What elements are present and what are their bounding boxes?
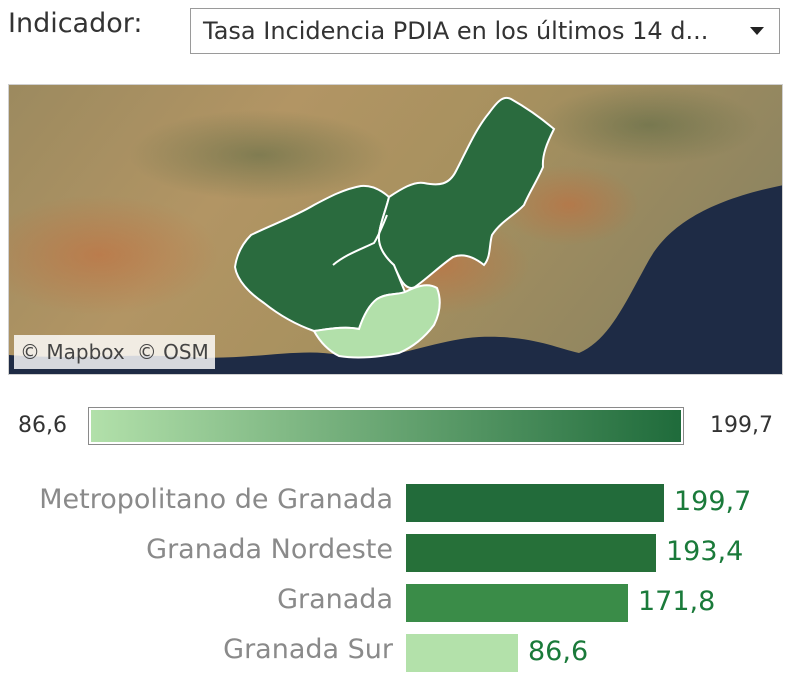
map-view[interactable]: © Mapbox © OSM xyxy=(8,84,783,375)
indicador-selected-value: Tasa Incidencia PDIA en los últimos 14 d… xyxy=(203,17,709,45)
chevron-down-icon[interactable] xyxy=(735,26,779,36)
river-detail xyxy=(332,214,388,266)
bar[interactable] xyxy=(406,584,628,622)
color-legend xyxy=(88,407,684,445)
region-granada-nordeste xyxy=(377,96,556,289)
bar-category-label: Granada Sur xyxy=(223,634,393,665)
bar-value-label: 199,7 xyxy=(674,486,752,517)
bar-value-label: 193,4 xyxy=(666,536,744,567)
legend-max-value: 199,7 xyxy=(710,413,773,438)
color-legend-gradient xyxy=(91,410,681,442)
bar-row[interactable]: Granada Sur 86,6 xyxy=(0,620,789,672)
terrain-patch xyxy=(129,110,389,200)
bar-value-label: 171,8 xyxy=(638,586,716,617)
bar[interactable] xyxy=(406,534,656,572)
bar-value-label: 86,6 xyxy=(528,636,589,667)
map-attribution: © Mapbox © OSM xyxy=(14,335,215,369)
indicador-label: Indicador: xyxy=(8,8,143,39)
bar-row[interactable]: Metropolitano de Granada 199,7 xyxy=(0,470,789,522)
bar-chart: Metropolitano de Granada 199,7 Granada Nor… xyxy=(0,470,789,685)
sea xyxy=(9,185,782,374)
bar-row[interactable]: Granada Nordeste 193,4 xyxy=(0,520,789,572)
osm-attribution-link[interactable]: © OSM xyxy=(136,340,209,364)
region-granada-sur xyxy=(312,284,441,359)
map-canvas xyxy=(9,85,782,374)
bar-category-label: Granada xyxy=(277,584,393,615)
indicador-dropdown[interactable]: Tasa Incidencia PDIA en los últimos 14 d… xyxy=(190,8,780,54)
bar-row[interactable]: Granada 171,8 xyxy=(0,570,789,622)
terrain-patch xyxy=(9,195,219,315)
legend-min-value: 86,6 xyxy=(18,413,67,438)
bar[interactable] xyxy=(406,634,518,672)
bar[interactable] xyxy=(406,484,664,522)
bar-category-label: Metropolitano de Granada xyxy=(39,484,393,515)
terrain-patch xyxy=(539,85,759,165)
bar-category-label: Granada Nordeste xyxy=(146,534,393,565)
mapbox-attribution-link[interactable]: © Mapbox xyxy=(20,340,125,364)
